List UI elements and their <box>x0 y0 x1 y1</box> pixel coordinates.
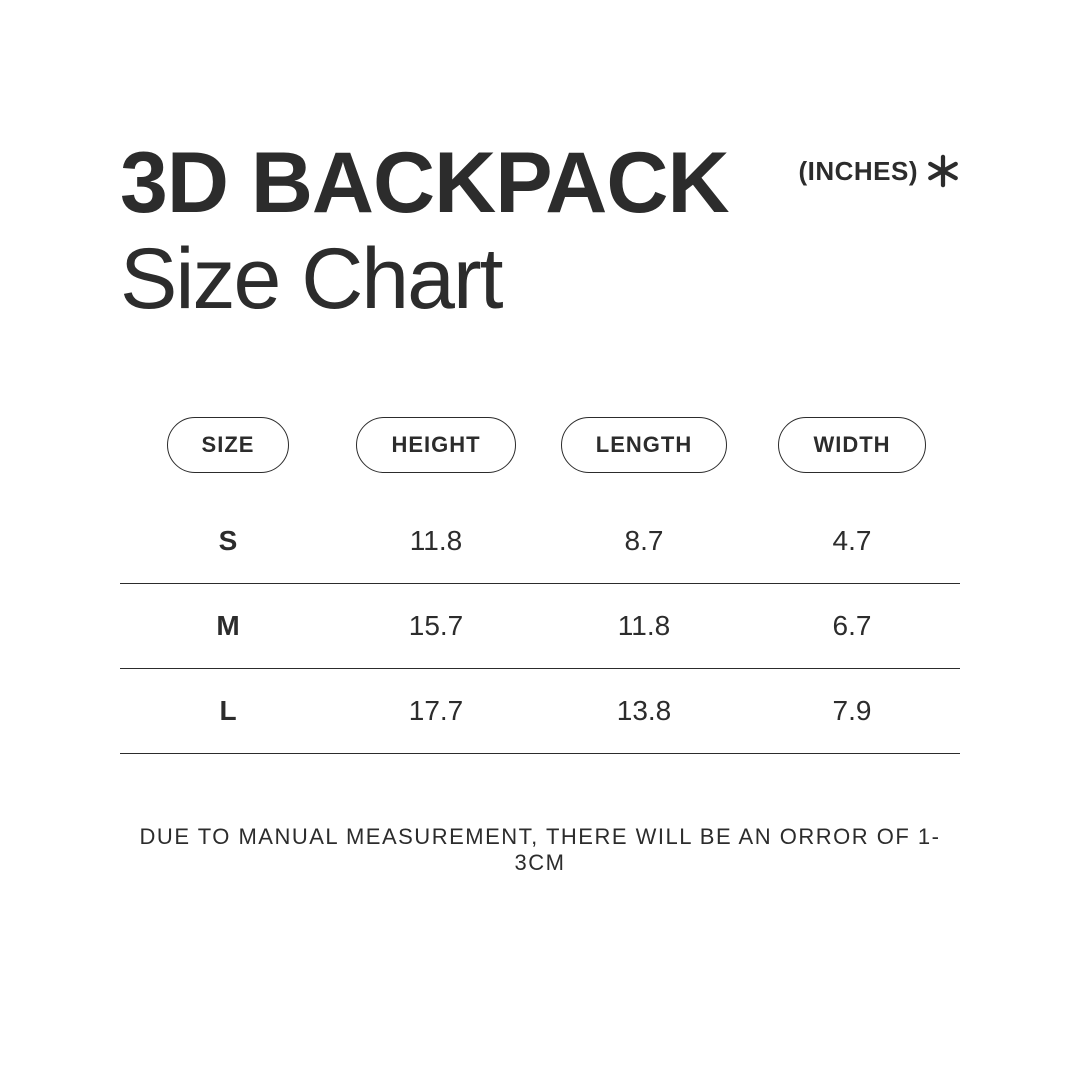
title-block: 3D BACKPACK Size Chart <box>120 140 729 327</box>
cell-width: 4.7 <box>748 525 956 557</box>
asterisk-icon <box>926 154 960 188</box>
header-row: 3D BACKPACK Size Chart (INCHES) <box>120 140 960 327</box>
cell-height: 17.7 <box>332 695 540 727</box>
footnote: DUE TO MANUAL MEASUREMENT, THERE WILL BE… <box>120 824 960 876</box>
cell-width: 7.9 <box>748 695 956 727</box>
cell-height: 15.7 <box>332 610 540 642</box>
cell-height: 11.8 <box>332 525 540 557</box>
title-bold: 3D BACKPACK <box>120 140 729 226</box>
col-label: SIZE <box>167 417 290 473</box>
col-label: WIDTH <box>778 417 925 473</box>
cell-length: 11.8 <box>540 610 748 642</box>
table-row: L 17.7 13.8 7.9 <box>120 669 960 754</box>
cell-size: M <box>124 610 332 642</box>
title-light: Size Chart <box>120 232 729 327</box>
cell-width: 6.7 <box>748 610 956 642</box>
table-row: M 15.7 11.8 6.7 <box>120 584 960 669</box>
size-table: SIZE HEIGHT LENGTH WIDTH S 11.8 8.7 4.7 … <box>120 417 960 754</box>
col-width: WIDTH <box>748 417 956 473</box>
col-length: LENGTH <box>540 417 748 473</box>
col-height: HEIGHT <box>332 417 540 473</box>
size-chart-card: 3D BACKPACK Size Chart (INCHES) SIZE HEI… <box>120 140 960 876</box>
unit-wrap: (INCHES) <box>798 154 960 188</box>
cell-size: L <box>124 695 332 727</box>
col-label: HEIGHT <box>356 417 515 473</box>
col-label: LENGTH <box>561 417 727 473</box>
table-row: S 11.8 8.7 4.7 <box>120 499 960 584</box>
table-header: SIZE HEIGHT LENGTH WIDTH <box>120 417 960 499</box>
cell-length: 8.7 <box>540 525 748 557</box>
unit-label: (INCHES) <box>798 156 918 187</box>
cell-size: S <box>124 525 332 557</box>
cell-length: 13.8 <box>540 695 748 727</box>
col-size: SIZE <box>124 417 332 473</box>
